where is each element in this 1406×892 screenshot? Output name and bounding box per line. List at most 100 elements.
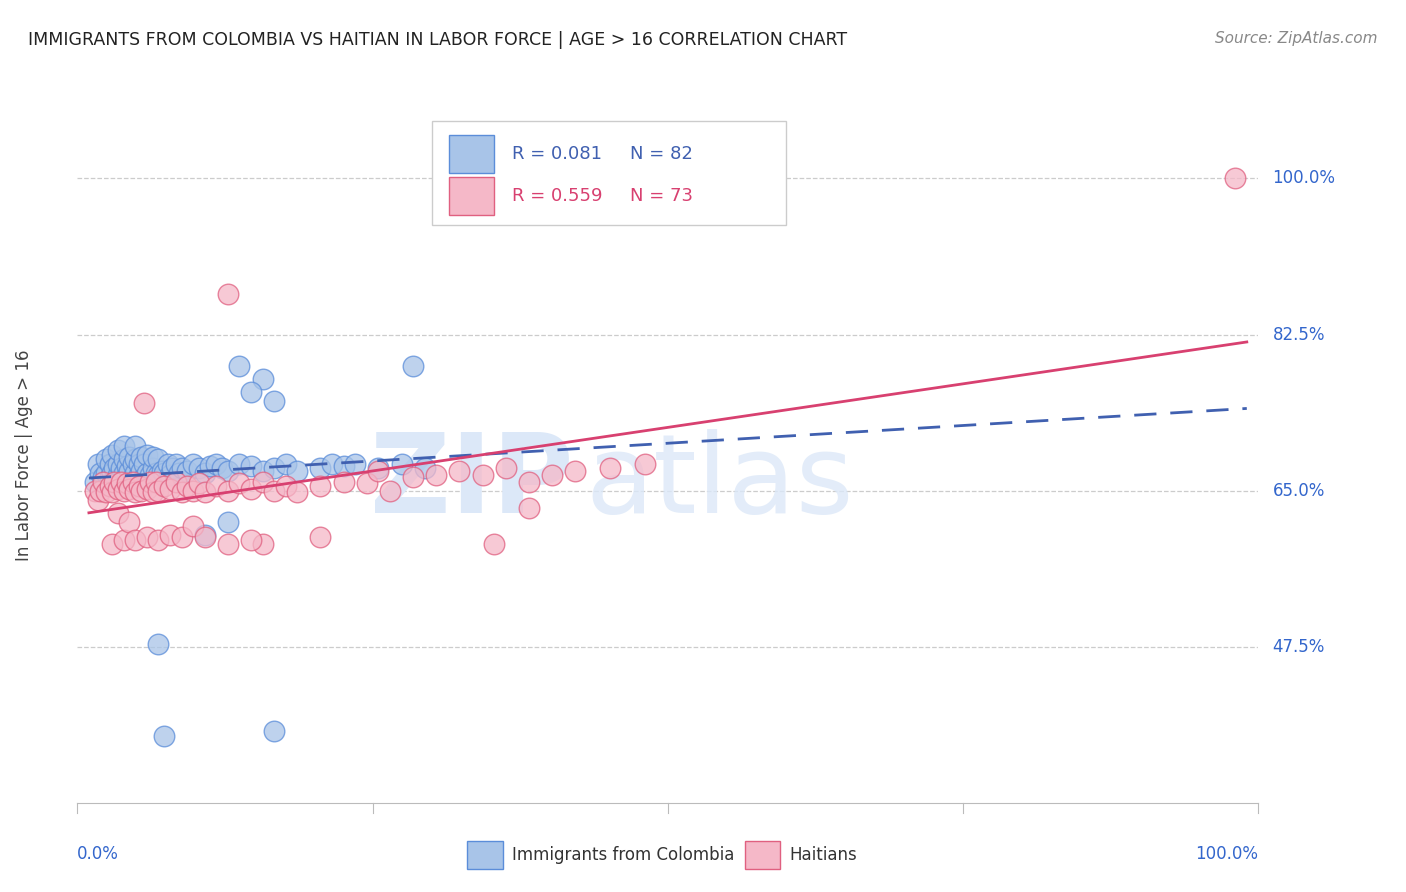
Point	[217, 515, 239, 529]
Point	[228, 359, 250, 373]
Point	[159, 528, 181, 542]
Point	[124, 452, 146, 467]
Point	[153, 466, 176, 480]
FancyBboxPatch shape	[432, 121, 786, 226]
Point	[564, 464, 586, 478]
Point	[148, 637, 170, 651]
Text: Source: ZipAtlas.com: Source: ZipAtlas.com	[1215, 31, 1378, 46]
Point	[124, 533, 146, 547]
Point	[148, 467, 170, 482]
Point	[240, 385, 263, 400]
Point	[274, 457, 297, 471]
Text: 65.0%: 65.0%	[1272, 482, 1324, 500]
Point	[309, 530, 332, 544]
Point	[118, 482, 141, 496]
Point	[194, 530, 217, 544]
Point	[217, 537, 239, 551]
Point	[252, 464, 274, 478]
Point	[187, 461, 209, 475]
Point	[309, 479, 332, 493]
Point	[128, 479, 150, 493]
Text: Haitians: Haitians	[790, 846, 858, 864]
Point	[115, 467, 138, 482]
Point	[135, 482, 157, 496]
Point	[252, 475, 274, 489]
Text: Immigrants from Colombia: Immigrants from Colombia	[512, 846, 734, 864]
Point	[107, 482, 129, 496]
Point	[332, 475, 354, 489]
Point	[517, 475, 540, 489]
Text: atlas: atlas	[585, 429, 853, 536]
Point	[91, 475, 114, 489]
Point	[110, 475, 132, 489]
Point	[148, 533, 170, 547]
Point	[634, 457, 657, 471]
Point	[124, 439, 146, 453]
Point	[240, 533, 263, 547]
Point	[122, 475, 145, 489]
Point	[129, 464, 152, 478]
Point	[274, 479, 297, 493]
Point	[181, 483, 204, 498]
Point	[101, 485, 124, 500]
Point	[205, 479, 228, 493]
Point	[124, 466, 146, 480]
Point	[228, 457, 250, 471]
Point	[124, 485, 146, 500]
Point	[134, 457, 156, 471]
FancyBboxPatch shape	[745, 841, 780, 869]
Point	[153, 479, 176, 493]
Point	[134, 470, 156, 484]
Point	[205, 457, 228, 471]
Point	[118, 464, 141, 478]
Point	[101, 466, 124, 480]
Point	[89, 466, 111, 480]
Point	[118, 515, 141, 529]
Point	[96, 485, 118, 500]
Point	[181, 519, 204, 533]
Point	[115, 476, 138, 491]
Point	[1225, 171, 1247, 186]
Point	[228, 476, 250, 491]
Point	[517, 501, 540, 516]
Point	[263, 461, 285, 475]
Point	[165, 475, 187, 489]
Point	[107, 467, 129, 482]
Point	[107, 506, 129, 520]
Point	[122, 470, 145, 484]
Point	[217, 483, 239, 498]
Point	[150, 464, 173, 478]
Point	[252, 537, 274, 551]
Point	[107, 457, 129, 471]
Point	[145, 466, 167, 480]
Point	[135, 466, 157, 480]
Point	[112, 533, 135, 547]
Point	[128, 457, 150, 471]
Point	[181, 457, 204, 471]
Point	[112, 466, 135, 480]
Point	[142, 461, 165, 475]
Point	[83, 475, 105, 489]
Text: 82.5%: 82.5%	[1272, 326, 1324, 343]
Point	[110, 461, 132, 475]
Point	[142, 485, 165, 500]
Point	[148, 452, 170, 467]
Point	[107, 443, 129, 458]
Point	[309, 461, 332, 475]
Text: R = 0.081: R = 0.081	[512, 145, 602, 163]
Point	[139, 467, 162, 482]
Point	[87, 457, 110, 471]
Point	[321, 457, 343, 471]
Point	[482, 537, 505, 551]
Point	[217, 464, 239, 478]
Text: N = 82: N = 82	[630, 145, 693, 163]
Point	[194, 528, 217, 542]
FancyBboxPatch shape	[450, 135, 495, 173]
Point	[159, 482, 181, 496]
Point	[413, 461, 436, 475]
FancyBboxPatch shape	[467, 841, 502, 869]
Point	[165, 457, 187, 471]
Point	[122, 457, 145, 471]
Point	[187, 476, 209, 491]
Point	[356, 476, 378, 491]
